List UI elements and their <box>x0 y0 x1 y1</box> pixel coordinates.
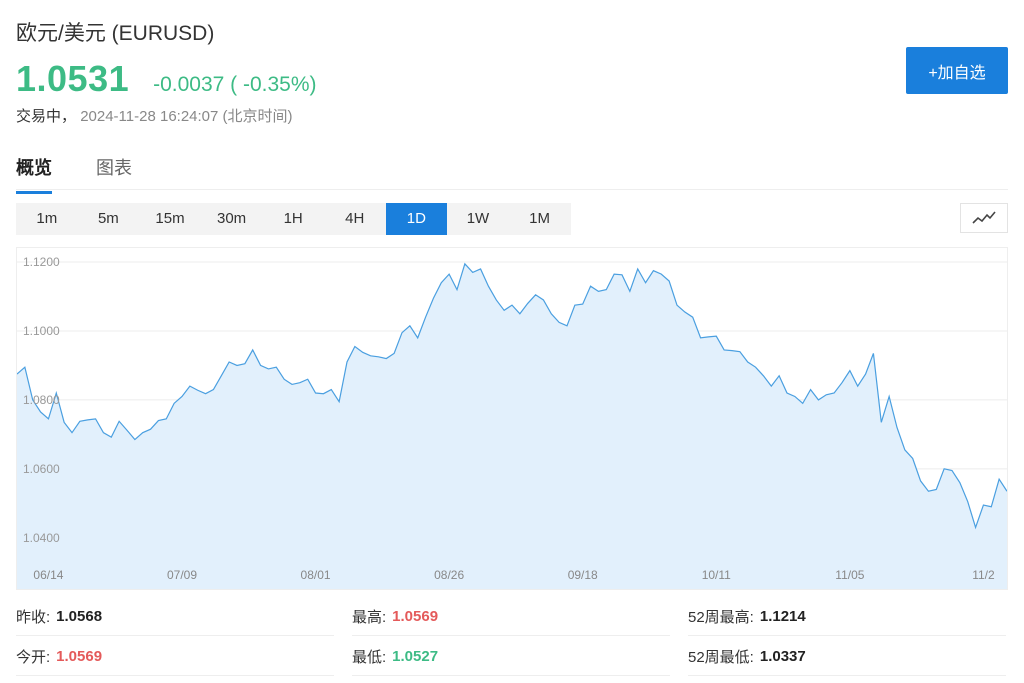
trading-status: 交易中， 2024-11-28 16:24:07 (北京时间) <box>16 105 293 126</box>
y-tick-label: 1.0600 <box>23 462 60 476</box>
stat-52w-high: 52周最高: 1.1214 <box>688 597 1006 636</box>
price-chart: 1.1200 1.1000 1.0800 1.0600 1.0400 06/14 07/0… <box>16 247 1008 590</box>
range-1w[interactable]: 1W <box>466 210 490 227</box>
tab-overview[interactable]: 概览 <box>16 154 52 194</box>
y-tick-label: 1.0800 <box>23 393 60 407</box>
stat-label: 52周最高: <box>688 608 754 626</box>
stat-value: 1.0568 <box>56 607 103 625</box>
status-timezone: (北京时间) <box>222 108 293 125</box>
stat-value: 1.0569 <box>56 647 103 665</box>
current-price: 1.0531 <box>16 58 130 99</box>
stat-prev-close: 昨收: 1.0568 <box>16 597 334 636</box>
x-tick-label: 10/11 <box>702 568 731 582</box>
range-15m[interactable]: 15m <box>155 210 185 227</box>
add-watchlist-button[interactable]: +加自选 <box>906 47 1008 94</box>
price-row: 1.0531 -0.0037 ( -0.35%) <box>16 58 317 100</box>
x-tick-label: 11/2 <box>972 568 995 582</box>
tab-chart[interactable]: 图表 <box>96 158 132 178</box>
time-range-selector: 1m 5m 15m 30m 1H 4H 1D 1W 1M <box>16 203 571 235</box>
range-1mo[interactable]: 1M <box>529 210 550 227</box>
price-change: -0.0037 ( -0.35%) <box>153 73 317 96</box>
stat-value: 1.0337 <box>759 647 806 665</box>
x-tick-label: 09/18 <box>568 568 598 582</box>
stat-label: 今开: <box>16 648 51 666</box>
chart-type-button[interactable] <box>960 203 1008 233</box>
stat-value: 1.0569 <box>392 607 439 625</box>
stat-value: 1.0527 <box>392 647 439 665</box>
x-tick-label: 08/26 <box>434 568 464 582</box>
stat-label: 最低: <box>352 648 387 666</box>
stat-52w-low: 52周最低: 1.0337 <box>688 637 1006 676</box>
range-5m[interactable]: 5m <box>97 210 119 227</box>
price-area-fill <box>17 263 1007 589</box>
x-axis-labels: 06/14 07/09 08/01 08/26 09/18 10/11 11/05 11/2 <box>33 568 995 582</box>
y-axis-labels: 1.1200 1.1000 1.0800 1.0600 1.0400 <box>23 255 60 545</box>
y-tick-label: 1.1200 <box>23 255 60 269</box>
line-chart-icon <box>972 211 996 224</box>
x-tick-label: 06/14 <box>33 568 63 582</box>
y-tick-label: 1.1000 <box>23 324 60 338</box>
price-series-line <box>17 262 1007 530</box>
range-1m[interactable]: 1m <box>36 210 58 227</box>
status-label: 交易中， <box>16 108 77 125</box>
x-tick-label: 07/09 <box>167 568 197 582</box>
stat-label: 最高: <box>352 608 387 626</box>
stat-open: 今开: 1.0569 <box>16 637 334 676</box>
stat-label: 昨收: <box>16 608 51 626</box>
stat-low: 最低: 1.0527 <box>352 637 670 676</box>
stat-label: 52周最低: <box>688 648 754 666</box>
range-4h[interactable]: 4H <box>345 210 365 227</box>
price-chart-svg: 1.1200 1.1000 1.0800 1.0600 1.0400 06/14 07/0… <box>17 255 1007 589</box>
stat-high: 最高: 1.0569 <box>352 597 670 636</box>
tab-bar: 概览 图表 <box>16 150 1008 194</box>
x-tick-label: 11/05 <box>835 568 864 582</box>
y-tick-label: 1.0400 <box>23 531 60 545</box>
instrument-title: 欧元/美元 (EURUSD) <box>16 22 215 45</box>
stat-value: 1.1214 <box>759 607 806 625</box>
range-1d[interactable]: 1D <box>385 203 448 235</box>
status-timestamp: 2024-11-28 16:24:07 <box>80 108 219 125</box>
range-1h[interactable]: 1H <box>283 210 303 227</box>
x-tick-label: 08/01 <box>301 568 331 582</box>
range-30m[interactable]: 30m <box>216 210 247 227</box>
